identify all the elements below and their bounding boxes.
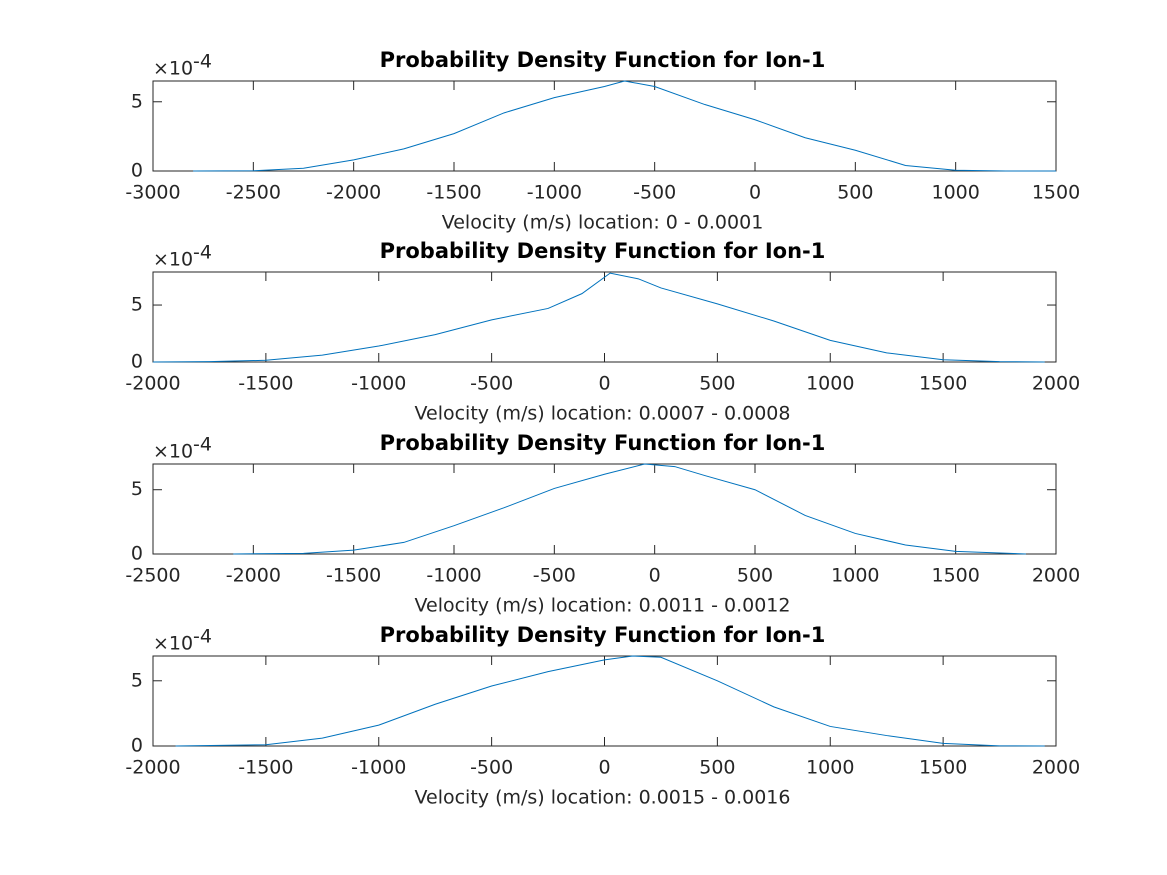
subplot-title: Probability Density Function for Ion-1 [380, 431, 826, 455]
x-tick-label: -500 [633, 182, 676, 204]
y-exponent: -4 [193, 434, 212, 456]
x-tick-label: -1000 [426, 565, 481, 587]
x-tick-label: -3000 [125, 182, 180, 204]
x-tick-label: -2000 [326, 182, 381, 204]
y-multiplier: ×10 [153, 633, 193, 655]
y-multiplier: ×10 [153, 441, 193, 463]
x-tick-label: 2000 [1032, 373, 1080, 395]
x-tick-label: -2000 [226, 565, 281, 587]
y-tick-label: 0 [131, 543, 143, 565]
y-tick-label: 0 [131, 735, 143, 757]
x-tick-label: 1000 [931, 182, 979, 204]
axes-box [152, 655, 1057, 747]
x-tick-label: -1000 [527, 182, 582, 204]
x-axis-label: Velocity (m/s) location: 0.0015 - 0.0016 [415, 787, 791, 809]
x-tick-label: -2000 [125, 373, 180, 395]
axes-box [152, 463, 1057, 555]
x-tick-label: 1500 [919, 757, 967, 779]
x-tick-label: 500 [699, 757, 735, 779]
x-tick-label: -1000 [351, 757, 406, 779]
subplot-title: Probability Density Function for Ion-1 [380, 623, 826, 647]
y-exponent: -4 [193, 51, 212, 73]
pdf-line [193, 80, 1056, 172]
x-tick-label: 1500 [1032, 182, 1080, 204]
x-tick-label: 1500 [931, 565, 979, 587]
x-tick-label: 1000 [806, 757, 854, 779]
x-tick-label: 0 [749, 182, 761, 204]
x-tick-label: -500 [533, 565, 576, 587]
y-exponent: -4 [193, 626, 212, 648]
x-tick-label: 500 [699, 373, 735, 395]
x-tick-label: -1500 [426, 182, 481, 204]
x-tick-label: -1500 [238, 757, 293, 779]
x-tick-label: 2000 [1032, 757, 1080, 779]
subplot-title: Probability Density Function for Ion-1 [380, 48, 826, 72]
pdf-line [152, 272, 1045, 363]
x-tick-label: -2500 [226, 182, 281, 204]
x-tick-label: 0 [598, 757, 610, 779]
pdf-line [175, 655, 1045, 747]
x-tick-label: -1500 [238, 373, 293, 395]
x-tick-label: 1500 [919, 373, 967, 395]
x-tick-label: 0 [598, 373, 610, 395]
axes-box [152, 271, 1057, 363]
y-tick-label: 5 [131, 294, 143, 316]
y-exponent: -4 [193, 242, 212, 264]
x-tick-label: -2000 [125, 757, 180, 779]
x-axis-label: Velocity (m/s) location: 0 - 0.0001 [442, 212, 764, 234]
subplot-title: Probability Density Function for Ion-1 [380, 239, 826, 263]
y-tick-label: 5 [131, 90, 143, 112]
x-tick-label: -1500 [326, 565, 381, 587]
x-tick-label: 1000 [831, 565, 879, 587]
x-tick-label: -500 [470, 373, 513, 395]
x-tick-label: 1000 [806, 373, 854, 395]
y-tick-label: 5 [131, 669, 143, 691]
y-tick-label: 5 [131, 478, 143, 500]
y-tick-label: 0 [131, 160, 143, 182]
x-tick-label: -2500 [125, 565, 180, 587]
x-tick-label: 0 [649, 565, 661, 587]
y-multiplier: ×10 [153, 249, 193, 271]
y-multiplier: ×10 [153, 58, 193, 80]
x-axis-label: Velocity (m/s) location: 0.0011 - 0.0012 [415, 595, 791, 617]
x-axis-label: Velocity (m/s) location: 0.0007 - 0.0008 [415, 403, 791, 425]
x-tick-label: 500 [837, 182, 873, 204]
x-tick-label: 2000 [1032, 565, 1080, 587]
y-tick-label: 0 [131, 351, 143, 373]
x-tick-label: 500 [737, 565, 773, 587]
x-tick-label: -500 [470, 757, 513, 779]
x-tick-label: -1000 [351, 373, 406, 395]
axes-box [152, 80, 1057, 172]
pdf-line [233, 463, 1026, 555]
